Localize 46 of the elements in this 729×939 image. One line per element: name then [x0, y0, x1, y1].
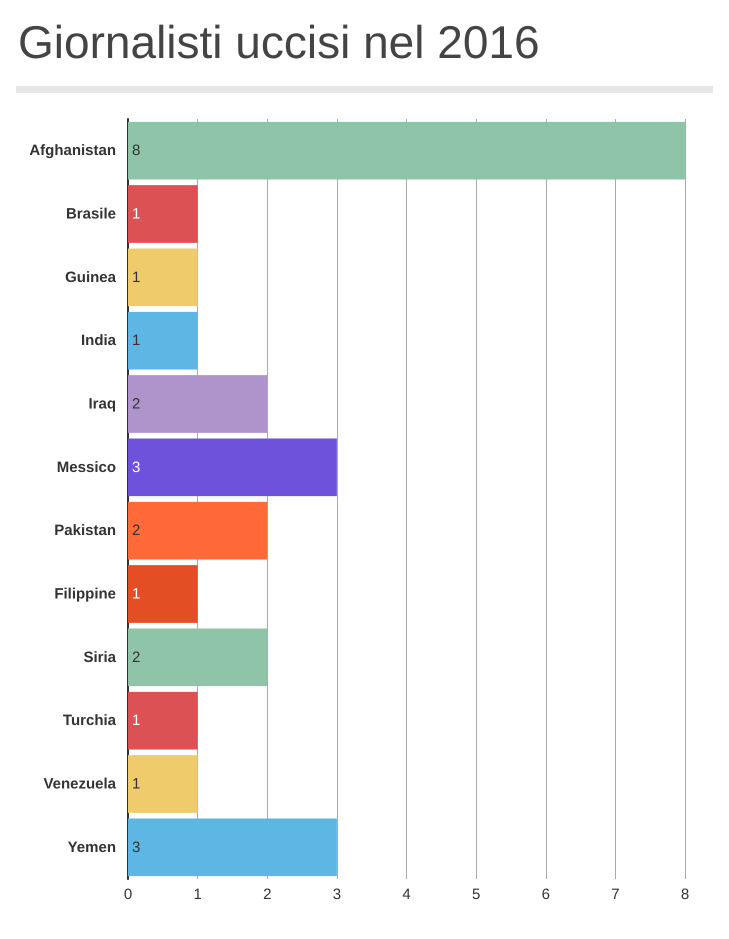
bar: [128, 248, 198, 306]
data-label: 1: [132, 776, 140, 792]
data-label: 2: [132, 522, 140, 540]
y-tick-label: Filippine: [54, 586, 116, 602]
bar: [128, 565, 198, 623]
bar: [128, 438, 337, 496]
x-tick-label: 5: [472, 886, 480, 903]
x-tick-label: 0: [124, 886, 132, 903]
data-label: 1: [132, 332, 140, 350]
bar: [128, 755, 198, 813]
bar: [128, 122, 685, 180]
y-tick-label: Iraq: [88, 396, 116, 412]
data-label: 3: [132, 838, 140, 856]
x-tick-label: 6: [542, 886, 550, 903]
data-label: 2: [132, 396, 140, 412]
x-tick-label: 4: [402, 886, 411, 903]
x-tick-label: 2: [263, 886, 272, 903]
bar: [128, 502, 268, 560]
x-tick-label: 3: [332, 886, 342, 903]
y-tick-label: Turchia: [62, 712, 117, 730]
y-tick-label: Afghanistan: [29, 142, 116, 160]
data-label: 1: [132, 206, 140, 222]
bar: [128, 312, 198, 370]
x-tick-label: 7: [611, 886, 620, 903]
bar: [128, 818, 337, 876]
data-label: 2: [132, 648, 140, 666]
y-tick-label: Guinea: [65, 268, 117, 286]
bar: [128, 628, 268, 686]
y-tick-label: Pakistan: [54, 522, 116, 540]
data-label: 1: [132, 586, 140, 602]
data-label: 8: [132, 142, 140, 160]
bar: [128, 375, 268, 433]
chart-title: Giornalisti uccisi nel 2016: [17, 15, 541, 70]
bar: [128, 692, 198, 750]
y-tick-label: Venezuela: [43, 776, 117, 792]
data-label: 1: [132, 712, 140, 730]
y-tick-label: Siria: [83, 648, 117, 666]
bar: [128, 185, 198, 243]
data-label: 3: [132, 458, 140, 476]
x-tick-label: 1: [193, 886, 202, 903]
y-tick-label: Messico: [56, 458, 116, 476]
y-tick-label: India: [80, 332, 117, 350]
y-tick-label: Yemen: [68, 838, 116, 856]
y-tick-label: Brasile: [66, 206, 116, 222]
x-tick-label: 8: [680, 886, 690, 903]
data-label: 1: [132, 268, 140, 286]
